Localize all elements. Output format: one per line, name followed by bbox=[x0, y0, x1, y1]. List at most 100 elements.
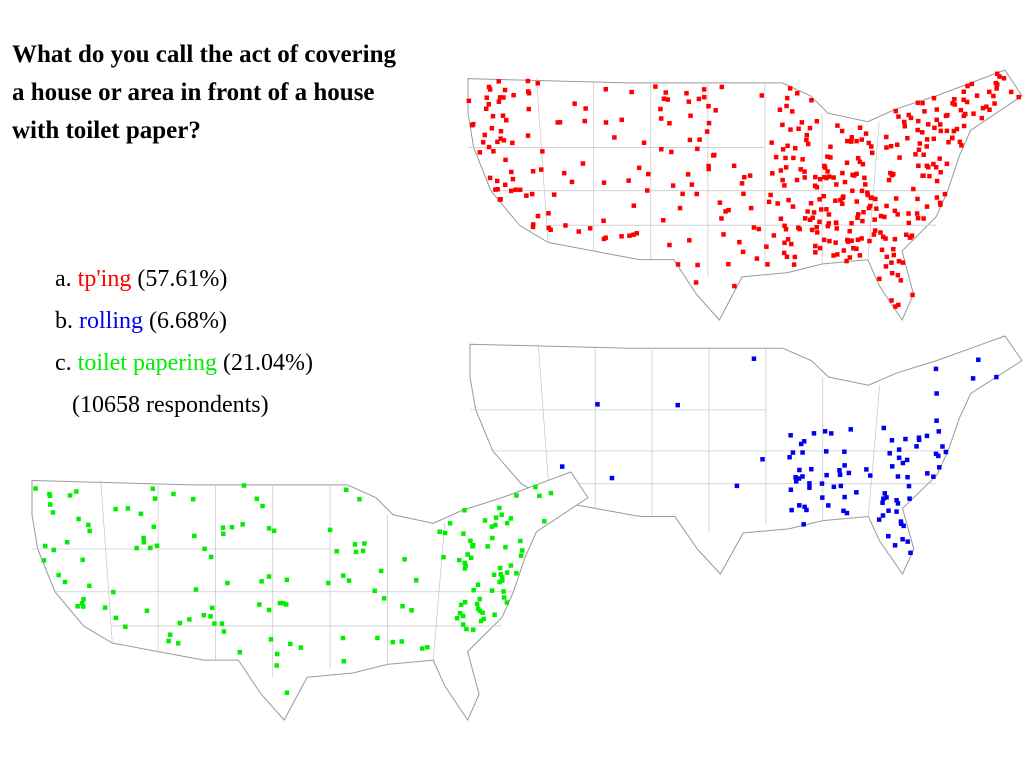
response-dot bbox=[266, 607, 272, 613]
response-dot bbox=[791, 155, 796, 161]
response-dot bbox=[64, 540, 70, 545]
response-dot bbox=[113, 615, 119, 621]
response-dot bbox=[792, 254, 798, 260]
response-dot bbox=[154, 543, 160, 549]
response-dot bbox=[751, 225, 757, 230]
response-dot bbox=[533, 484, 538, 490]
response-dot bbox=[895, 501, 901, 506]
response-dot bbox=[526, 106, 531, 112]
response-dot bbox=[645, 188, 650, 193]
response-dot bbox=[498, 136, 503, 141]
response-dot bbox=[47, 502, 53, 507]
response-dot bbox=[822, 174, 827, 180]
response-dot bbox=[352, 542, 358, 547]
response-dot bbox=[881, 425, 887, 431]
response-dot bbox=[475, 606, 481, 612]
response-dot bbox=[487, 175, 493, 181]
response-dot bbox=[680, 191, 685, 197]
response-dot bbox=[892, 543, 898, 548]
response-dot bbox=[804, 132, 810, 138]
response-dot bbox=[881, 496, 886, 501]
response-dot bbox=[470, 121, 476, 127]
response-dot bbox=[903, 436, 908, 442]
response-dot bbox=[719, 216, 724, 221]
response-dot bbox=[925, 471, 930, 476]
response-dot bbox=[493, 522, 498, 528]
response-dot bbox=[343, 487, 349, 493]
response-dot bbox=[952, 102, 958, 107]
response-dot bbox=[696, 96, 702, 102]
response-dot bbox=[860, 161, 866, 167]
response-dot bbox=[798, 441, 804, 447]
response-dot bbox=[493, 515, 499, 520]
response-dot bbox=[787, 454, 792, 460]
response-dot bbox=[809, 227, 815, 233]
response-dot bbox=[921, 152, 926, 157]
option: a. tp'ing (57.61%) bbox=[55, 258, 313, 300]
response-dot bbox=[824, 207, 829, 212]
response-dot bbox=[889, 438, 895, 443]
response-dot bbox=[916, 118, 921, 124]
response-dot bbox=[821, 237, 827, 243]
option: b. rolling (6.68%) bbox=[55, 300, 313, 342]
response-dot bbox=[884, 203, 889, 209]
response-dot bbox=[81, 596, 86, 602]
response-dot bbox=[695, 262, 700, 268]
response-dot bbox=[933, 366, 939, 372]
response-dot bbox=[486, 101, 492, 107]
response-dot bbox=[144, 608, 150, 614]
response-dot bbox=[47, 493, 53, 499]
response-dot bbox=[501, 589, 506, 594]
response-dot bbox=[792, 145, 798, 151]
response-dot bbox=[828, 155, 833, 160]
response-dot bbox=[961, 123, 967, 129]
response-dot bbox=[494, 178, 500, 184]
response-dot bbox=[993, 80, 998, 86]
response-dot bbox=[894, 509, 899, 514]
response-dot bbox=[826, 212, 832, 217]
response-dot bbox=[933, 165, 939, 170]
us-map bbox=[31, 471, 589, 722]
response-dot bbox=[908, 115, 914, 121]
response-dot bbox=[878, 213, 884, 219]
response-dot bbox=[487, 87, 493, 92]
response-dot bbox=[759, 93, 765, 98]
response-dot bbox=[839, 128, 845, 134]
response-dot bbox=[778, 216, 784, 221]
response-dot bbox=[861, 209, 866, 215]
response-dot bbox=[931, 136, 937, 142]
response-dot bbox=[619, 234, 624, 239]
response-dot bbox=[619, 117, 624, 123]
response-dot bbox=[958, 107, 964, 113]
response-dot bbox=[849, 135, 855, 140]
response-dot bbox=[933, 451, 939, 457]
response-dot bbox=[378, 568, 384, 574]
response-dot bbox=[897, 155, 902, 160]
response-dot bbox=[489, 524, 495, 529]
response-dot bbox=[713, 108, 718, 113]
response-dot bbox=[800, 474, 805, 479]
response-dot bbox=[842, 449, 847, 454]
response-dot bbox=[802, 216, 808, 221]
response-dot bbox=[734, 483, 740, 489]
response-dot bbox=[882, 214, 887, 220]
response-dot bbox=[844, 160, 850, 166]
response-dot bbox=[694, 191, 699, 197]
response-dot bbox=[936, 429, 942, 434]
response-dot bbox=[501, 95, 506, 100]
response-dot bbox=[807, 217, 813, 223]
response-dot bbox=[495, 139, 500, 145]
question: What do you call the act of covering a h… bbox=[12, 41, 396, 144]
response-dot bbox=[892, 236, 898, 242]
map-outline bbox=[31, 471, 589, 722]
response-dot bbox=[687, 238, 692, 243]
response-dot bbox=[497, 579, 502, 585]
response-dot bbox=[938, 169, 943, 175]
response-dot bbox=[166, 638, 171, 644]
response-dot bbox=[783, 165, 789, 170]
response-dot bbox=[917, 141, 923, 146]
response-dot bbox=[260, 503, 265, 509]
response-dot bbox=[908, 235, 913, 240]
response-dot bbox=[771, 233, 777, 238]
response-dot bbox=[464, 626, 469, 632]
